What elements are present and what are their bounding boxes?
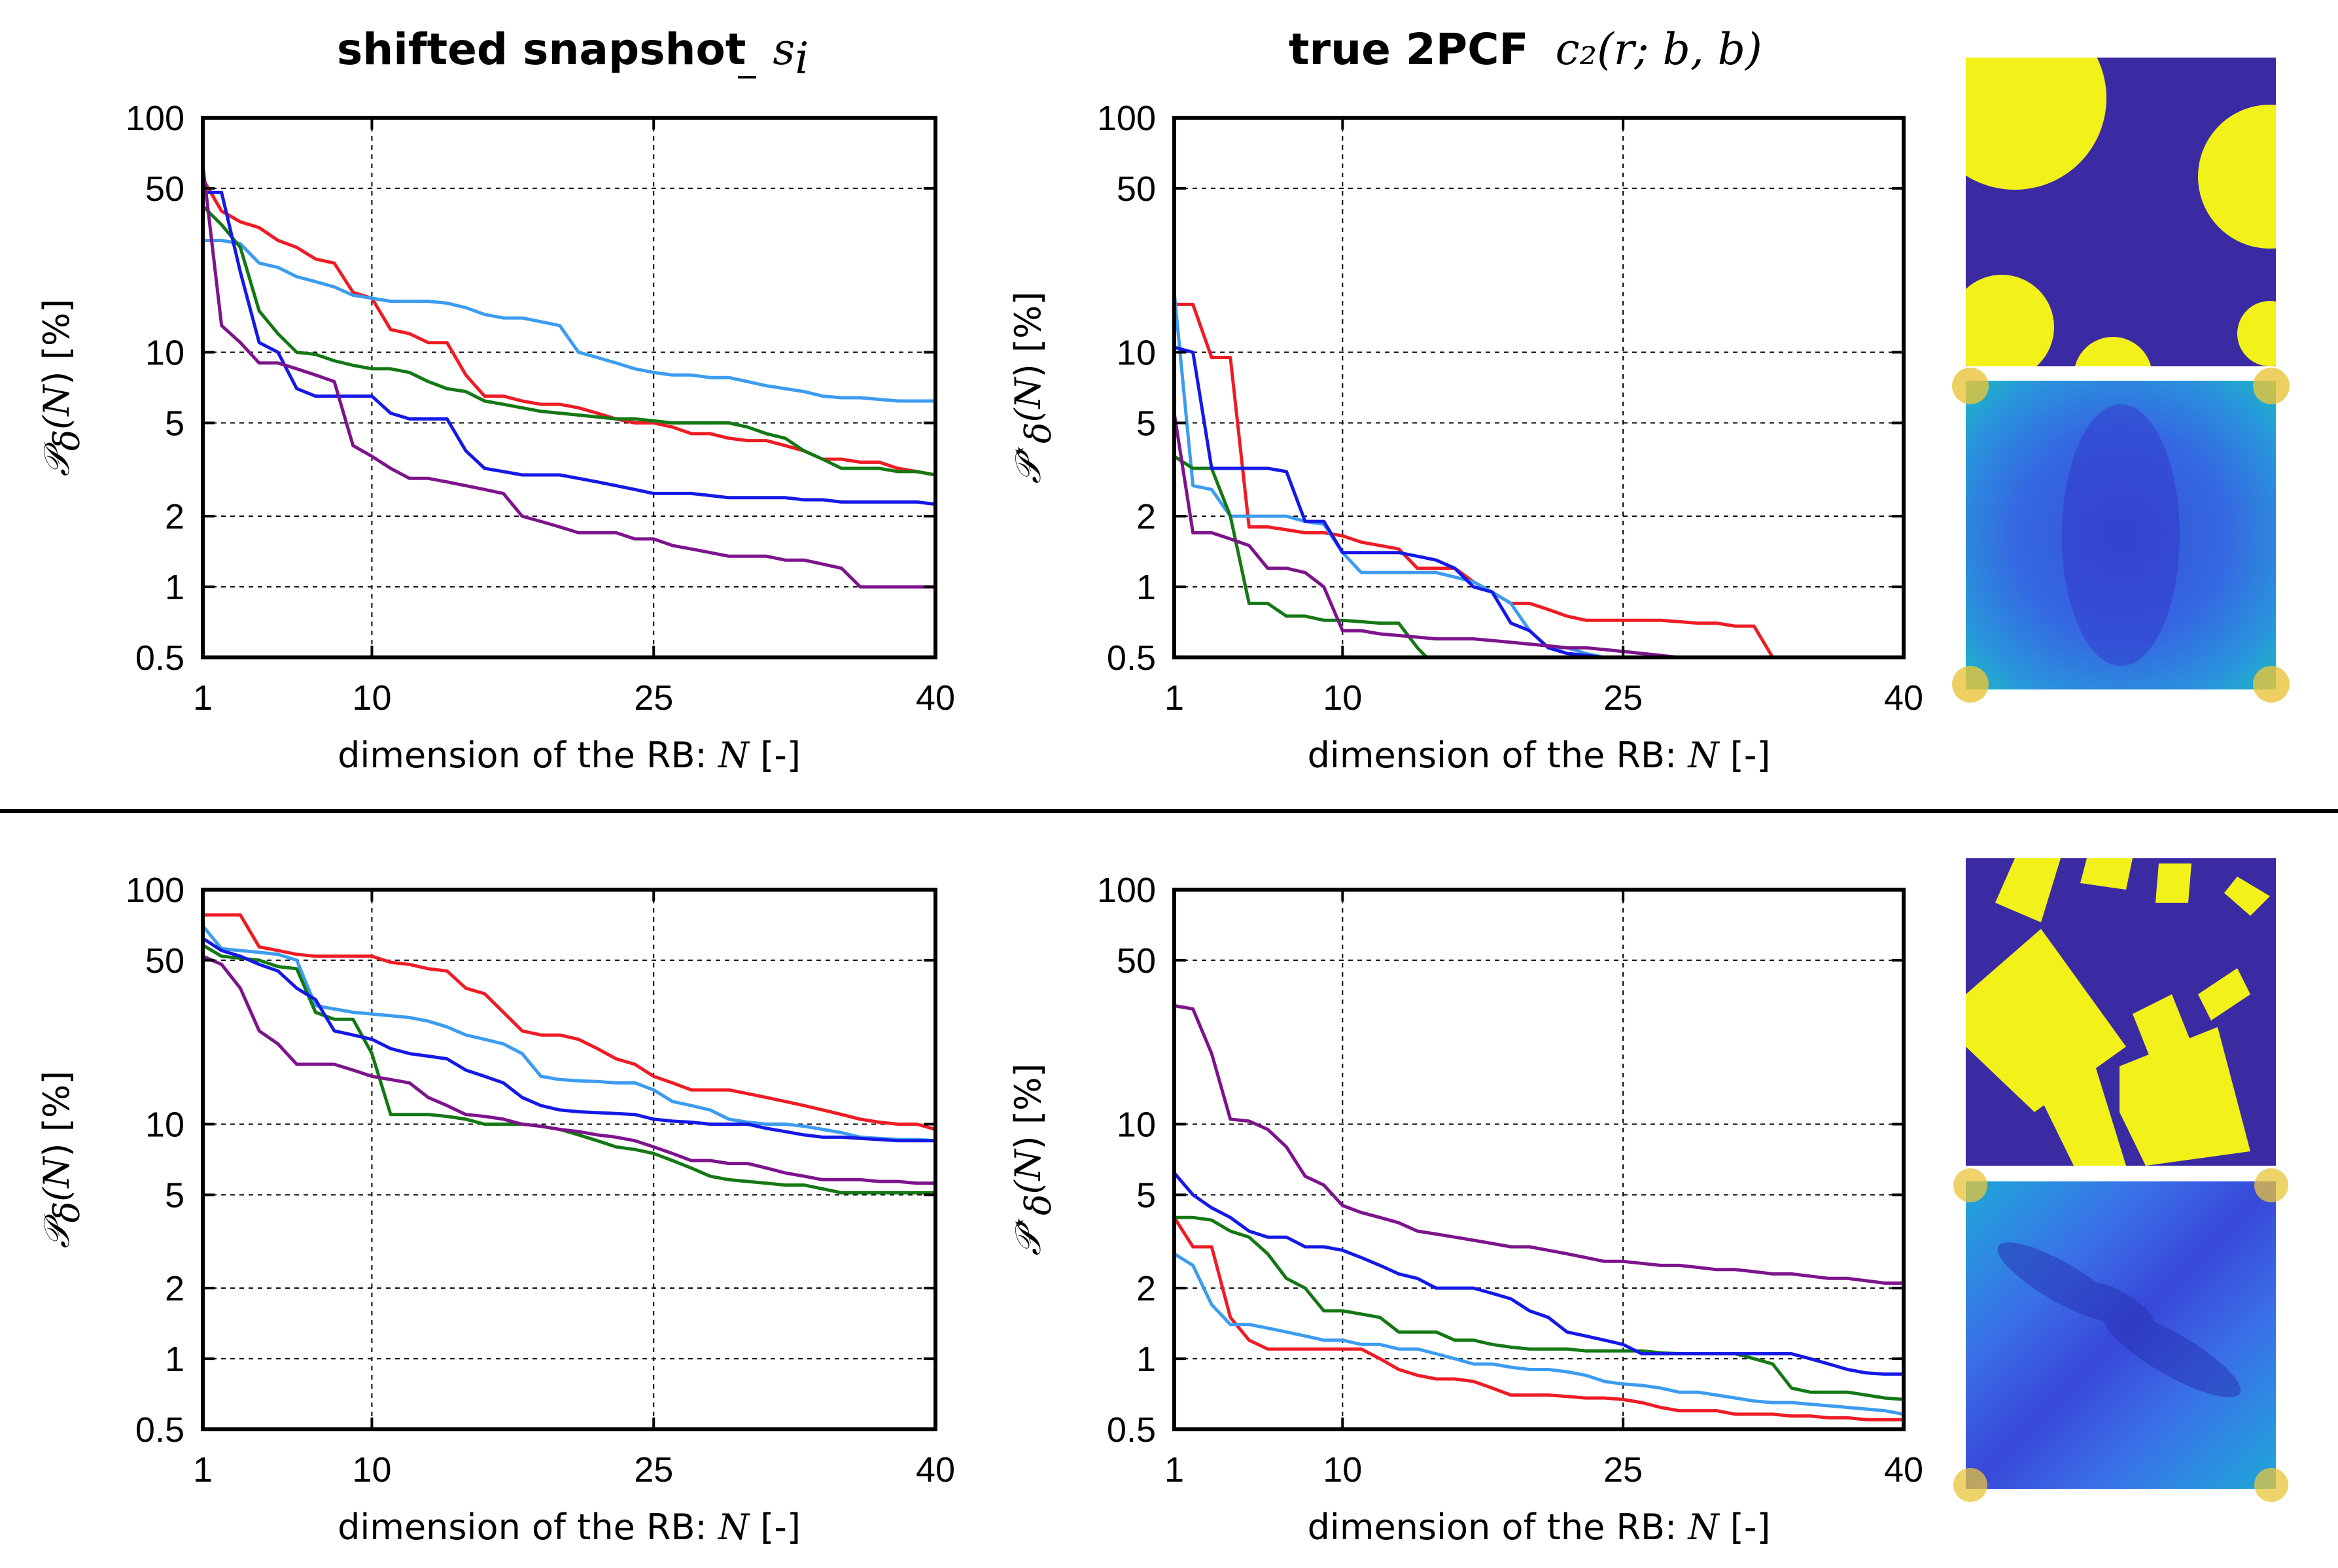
series-line-blue xyxy=(203,190,935,506)
x-tick-label: 10 xyxy=(1323,678,1362,718)
y-axis-label: 𝒫⋆δ(N) [%] xyxy=(1006,291,1059,483)
plot-frame xyxy=(1172,888,1906,1431)
x-axis-label: dimension of the RB: N [-] xyxy=(338,1507,801,1548)
y-tick-label: 2 xyxy=(165,1269,184,1308)
series-line-red xyxy=(203,913,935,1131)
x-tick-label: 10 xyxy=(1323,1450,1362,1490)
x-tick-label: 1 xyxy=(1164,678,1184,718)
x-tick-label: 25 xyxy=(634,1450,673,1490)
x-tick-label: 10 xyxy=(352,678,391,718)
x-axis-label: dimension of the RB: N [-] xyxy=(1308,735,1771,776)
y-tick-label: 50 xyxy=(1117,941,1156,981)
y-tick-label: 2 xyxy=(165,497,184,536)
y-tick-label: 5 xyxy=(165,1176,184,1215)
y-tick-label: 10 xyxy=(1117,334,1156,373)
y-tick-label: 50 xyxy=(145,941,184,981)
circles-2pcf-image xyxy=(1952,368,2290,703)
x-tick-label: 40 xyxy=(916,678,955,718)
y-tick-label: 1 xyxy=(165,568,184,607)
plot-frame xyxy=(201,116,937,659)
y-tick-label: 5 xyxy=(1136,1176,1156,1215)
y-tick-label: 0.5 xyxy=(1107,1410,1156,1450)
y-tick-label: 5 xyxy=(1136,404,1156,443)
series-line-lightblue xyxy=(203,239,935,403)
circles-microstructure-image xyxy=(1966,58,2276,366)
series-line-red xyxy=(203,177,935,477)
series-line-blue xyxy=(1174,1172,1904,1376)
y-tick-label: 5 xyxy=(165,404,184,443)
x-tick-label: 40 xyxy=(1884,1450,1923,1490)
y-axis-label: 𝒫δ(N) [%] xyxy=(36,1071,88,1248)
y-tick-label: 10 xyxy=(145,1106,184,1145)
series-line-blue xyxy=(203,937,935,1143)
rectangles-microstructure-image xyxy=(1966,858,2276,1166)
series-line-blue xyxy=(1174,345,1605,657)
series-line-red xyxy=(1174,1216,1904,1421)
plot-frame xyxy=(201,888,937,1431)
y-tick-label: 10 xyxy=(145,334,184,373)
y-tick-label: 1 xyxy=(165,1340,184,1379)
y-tick-label: 100 xyxy=(1097,871,1156,910)
x-tick-label: 10 xyxy=(352,1450,391,1490)
y-tick-label: 0.5 xyxy=(135,1410,184,1450)
x-axis-label: dimension of the RB: N [-] xyxy=(338,735,801,776)
x-tick-label: 40 xyxy=(916,1450,955,1490)
x-tick-label: 40 xyxy=(1884,678,1923,718)
y-tick-label: 100 xyxy=(126,99,184,138)
series-line-lightblue xyxy=(203,924,935,1143)
series-line-green xyxy=(203,205,935,477)
x-tick-label: 1 xyxy=(1164,1450,1184,1490)
x-tick-label: 25 xyxy=(1603,678,1643,718)
x-tick-label: 1 xyxy=(193,1450,213,1490)
y-axis-label: 𝒫δ(N) [%] xyxy=(36,299,88,476)
series-line-green xyxy=(203,943,935,1194)
x-tick-label: 25 xyxy=(1603,1450,1643,1490)
y-tick-label: 50 xyxy=(1117,169,1156,209)
series-line-purple xyxy=(203,164,935,589)
y-tick-label: 1 xyxy=(1136,1340,1156,1379)
x-tick-label: 25 xyxy=(634,678,673,718)
rectangles-2pcf-image xyxy=(1953,1168,2288,1502)
right-column-title: true 2PCF c₂(r; b, b) xyxy=(1289,24,1762,75)
y-tick-label: 100 xyxy=(126,871,184,910)
series-line-purple xyxy=(203,954,935,1185)
y-tick-label: 0.5 xyxy=(135,638,184,678)
left-column-title: shifted snapshot si xyxy=(337,24,809,84)
series-line-green xyxy=(1174,455,1428,657)
y-tick-label: 50 xyxy=(145,169,184,209)
y-tick-label: 2 xyxy=(1136,1269,1156,1308)
series-line-purple xyxy=(1174,1003,1904,1285)
x-tick-label: 1 xyxy=(193,678,213,718)
series-line-green xyxy=(1174,1215,1904,1401)
y-tick-label: 0.5 xyxy=(1107,638,1156,678)
series-line-purple xyxy=(1174,413,1680,657)
plot-frame xyxy=(1172,116,1906,659)
y-axis-label: 𝒫⋆δ(N) [%] xyxy=(1006,1063,1059,1255)
x-axis-label: dimension of the RB: N [-] xyxy=(1308,1507,1771,1548)
series-line-lightblue xyxy=(1174,1252,1904,1416)
y-tick-label: 10 xyxy=(1117,1106,1156,1145)
y-tick-label: 100 xyxy=(1097,99,1156,138)
y-tick-label: 2 xyxy=(1136,497,1156,536)
y-tick-label: 1 xyxy=(1136,568,1156,607)
series-line-lightblue xyxy=(1174,292,1605,657)
